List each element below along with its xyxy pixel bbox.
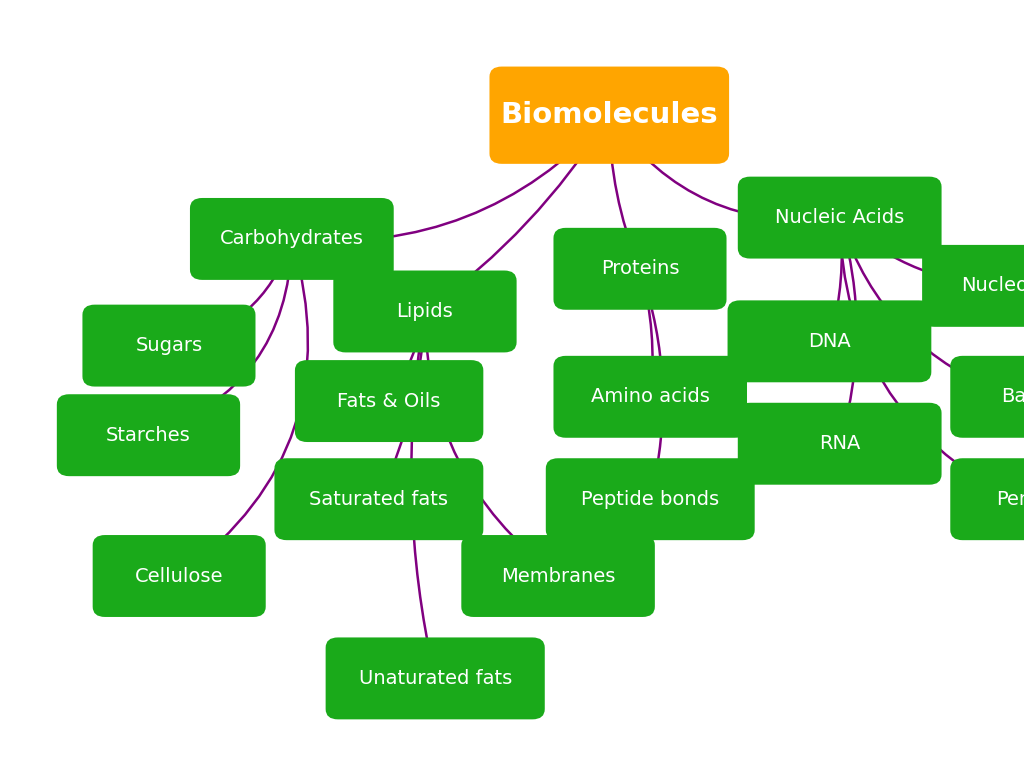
FancyArrowPatch shape (609, 118, 639, 266)
FancyBboxPatch shape (546, 458, 755, 540)
FancyArrowPatch shape (181, 242, 308, 574)
FancyBboxPatch shape (326, 637, 545, 720)
Text: Carbohydrates: Carbohydrates (220, 230, 364, 248)
FancyArrowPatch shape (840, 220, 1012, 498)
Text: Saturated fats: Saturated fats (309, 490, 449, 508)
FancyBboxPatch shape (333, 270, 516, 353)
FancyBboxPatch shape (553, 356, 748, 438)
Text: Starches: Starches (106, 425, 190, 445)
Text: Pen: Pen (996, 490, 1024, 508)
FancyBboxPatch shape (737, 402, 941, 485)
FancyBboxPatch shape (553, 228, 727, 310)
FancyBboxPatch shape (461, 535, 655, 617)
FancyBboxPatch shape (295, 360, 483, 442)
Text: Biomolecules: Biomolecules (501, 101, 718, 129)
Text: Unaturated fats: Unaturated fats (358, 669, 512, 688)
Text: Ba: Ba (1001, 387, 1024, 406)
FancyBboxPatch shape (727, 300, 932, 382)
FancyArrowPatch shape (427, 118, 608, 310)
FancyBboxPatch shape (92, 535, 265, 617)
FancyBboxPatch shape (489, 67, 729, 164)
FancyArrowPatch shape (390, 314, 424, 399)
FancyArrowPatch shape (152, 242, 292, 434)
Text: Nucleotide: Nucleotide (962, 276, 1024, 296)
FancyArrowPatch shape (412, 314, 434, 676)
Text: Amino acids: Amino acids (591, 387, 710, 406)
Text: Lipids: Lipids (396, 302, 454, 321)
FancyArrowPatch shape (380, 314, 425, 497)
FancyArrowPatch shape (842, 220, 1011, 286)
FancyBboxPatch shape (737, 177, 941, 259)
FancyBboxPatch shape (56, 394, 240, 476)
FancyBboxPatch shape (274, 458, 483, 540)
FancyArrowPatch shape (425, 314, 556, 574)
Text: Membranes: Membranes (501, 567, 615, 585)
Text: Cellulose: Cellulose (135, 567, 223, 585)
Text: DNA: DNA (808, 332, 851, 351)
FancyBboxPatch shape (950, 458, 1024, 540)
FancyBboxPatch shape (922, 245, 1024, 327)
FancyArrowPatch shape (172, 242, 291, 345)
Text: Nucleic Acids: Nucleic Acids (775, 208, 904, 227)
FancyArrowPatch shape (841, 220, 1011, 396)
Text: Proteins: Proteins (601, 260, 679, 278)
FancyArrowPatch shape (641, 271, 652, 394)
FancyArrowPatch shape (841, 220, 857, 441)
Text: RNA: RNA (819, 434, 860, 453)
FancyArrowPatch shape (295, 118, 607, 241)
FancyBboxPatch shape (950, 356, 1024, 438)
Text: Fats & Oils: Fats & Oils (338, 392, 440, 411)
FancyBboxPatch shape (189, 198, 393, 280)
Text: Peptide bonds: Peptide bonds (582, 490, 719, 508)
FancyBboxPatch shape (83, 305, 256, 386)
FancyArrowPatch shape (830, 220, 842, 339)
FancyArrowPatch shape (611, 118, 837, 220)
FancyArrowPatch shape (641, 271, 663, 496)
Text: Sugars: Sugars (135, 336, 203, 355)
